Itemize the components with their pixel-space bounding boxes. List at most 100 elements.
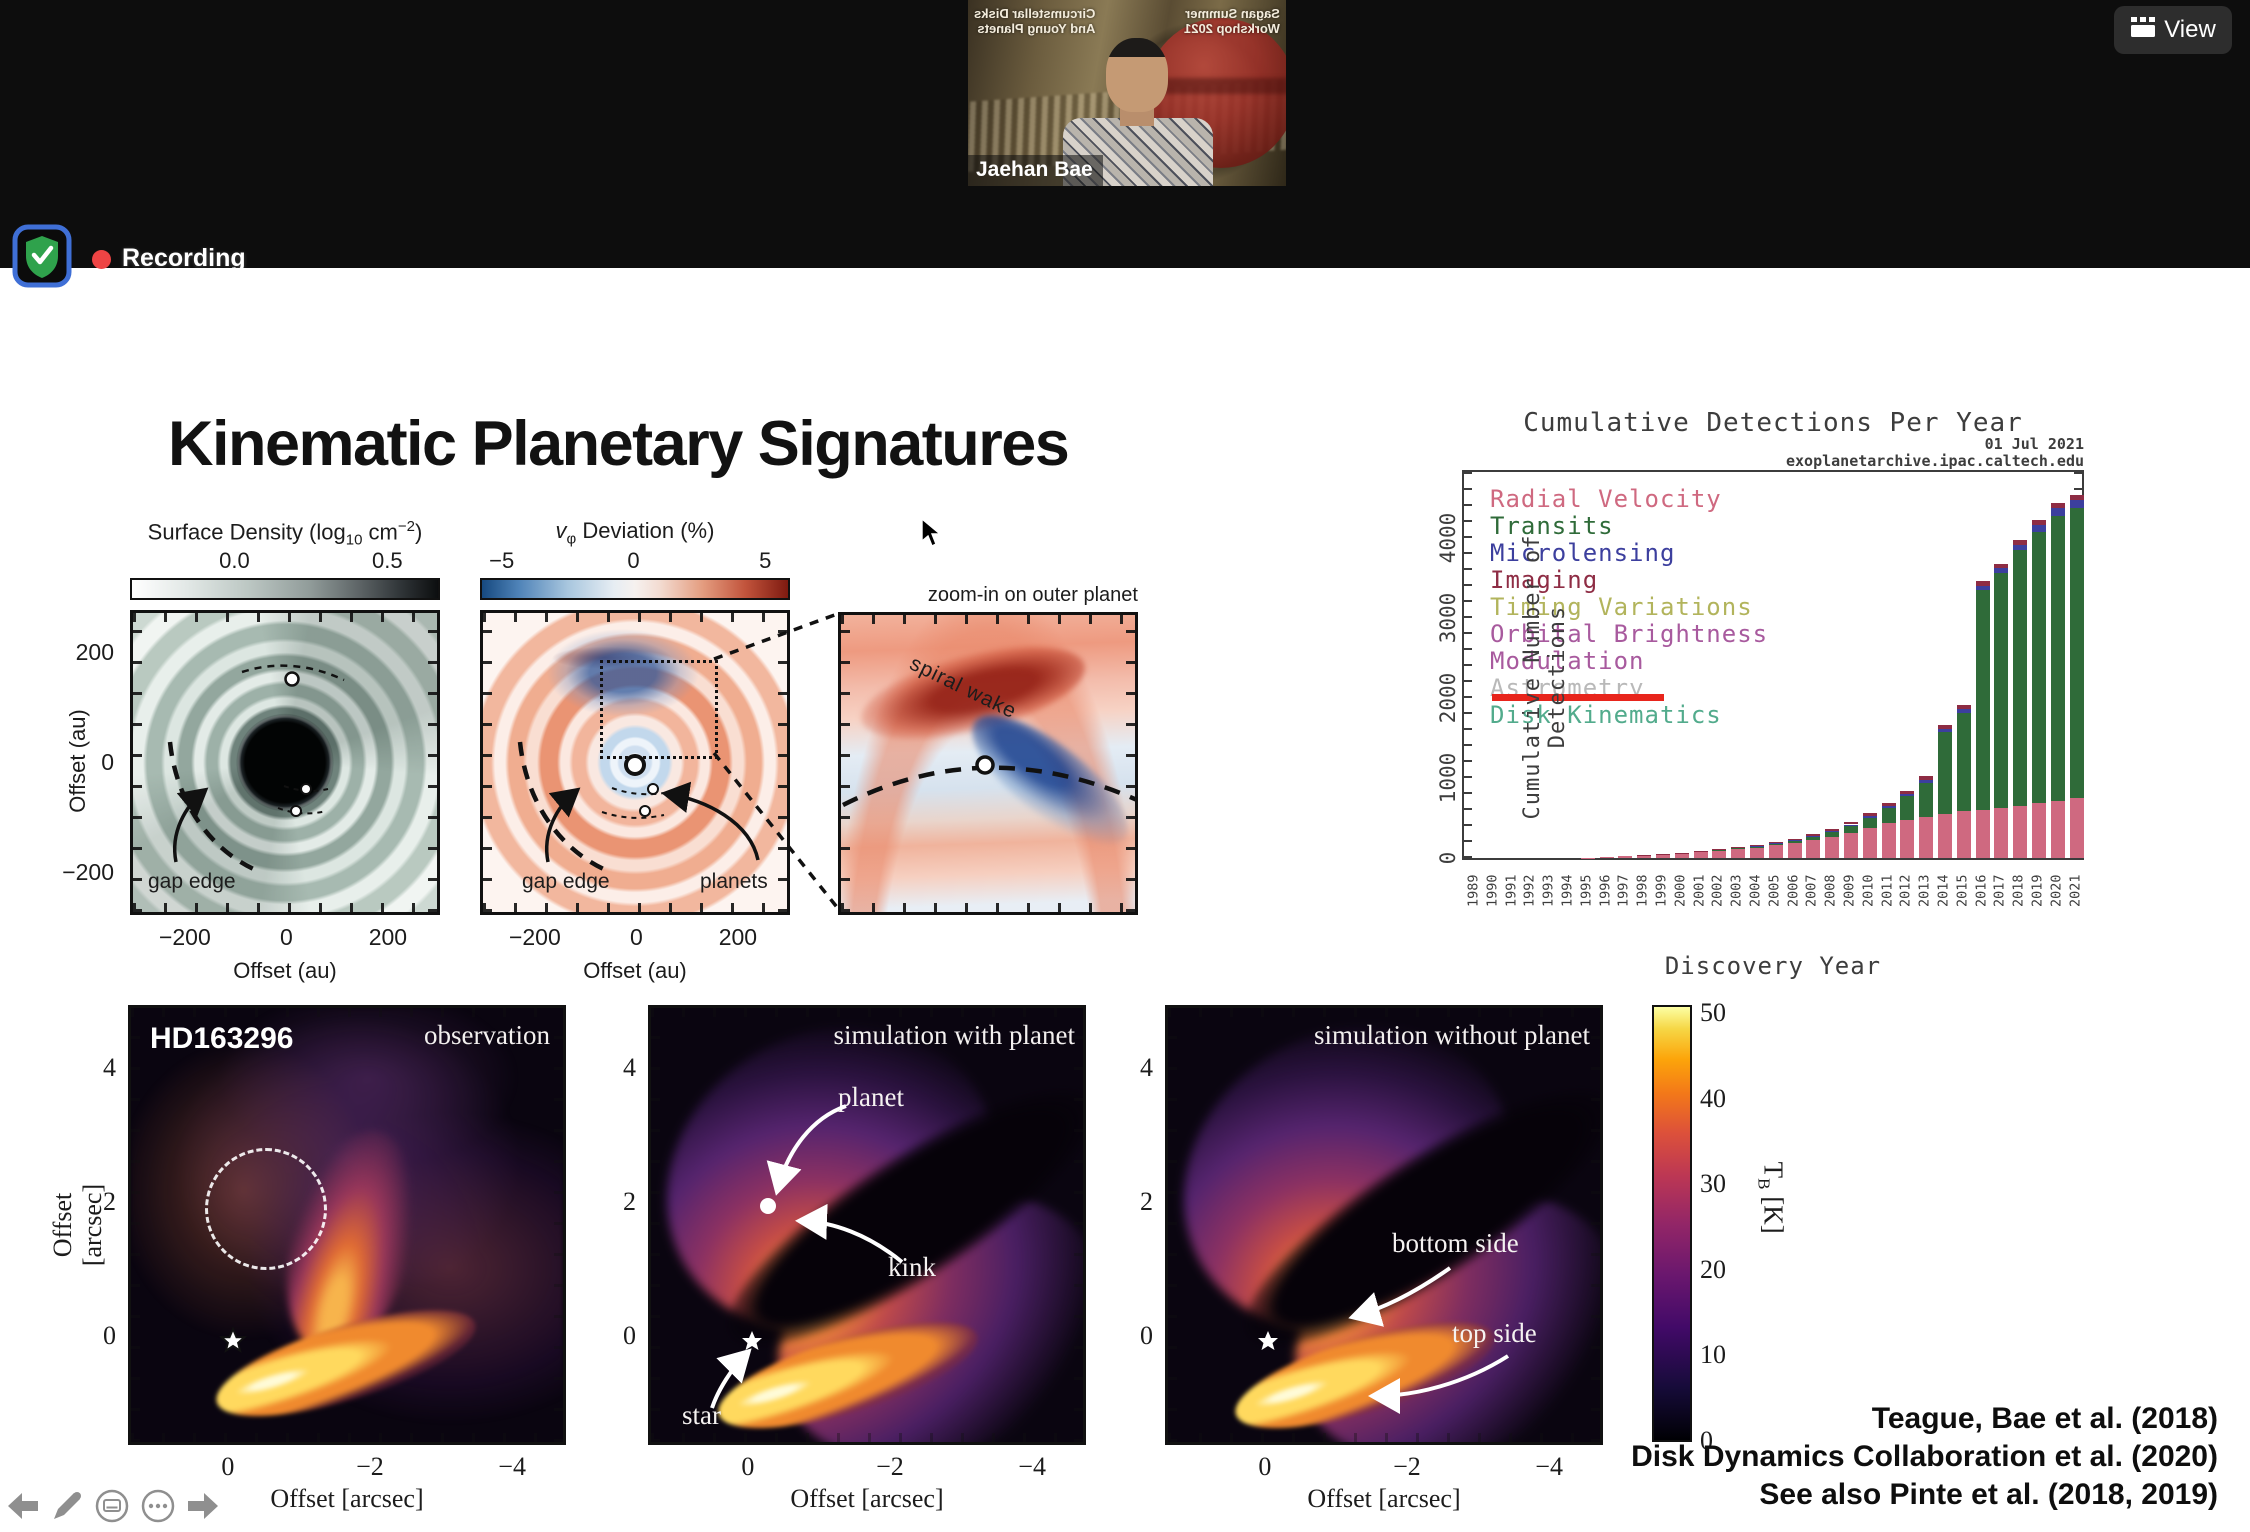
y-tick-label: 0: [101, 748, 114, 775]
chart-year-tick: 1994: [1559, 874, 1576, 908]
chart-segment: [1919, 817, 1934, 858]
x-tick-label: −4: [498, 1452, 526, 1481]
panel2-x-ticks: 0 −2 −4: [648, 1452, 1086, 1482]
surface-density-y-label: Offset (au): [65, 709, 90, 813]
background-caption-right: Sagan Summer Workshop 2021: [1184, 6, 1280, 36]
y-tick-label: 200: [75, 639, 114, 666]
chart-segment: [1844, 822, 1858, 825]
legend-entry: Radial Velocity: [1490, 485, 1722, 513]
chart-segment: [1618, 856, 1633, 858]
chart-year-tick: 1999: [1653, 874, 1670, 908]
chart-segment: [1750, 846, 1764, 848]
y-tick-label: 4: [103, 1052, 116, 1082]
chart-segment: [1975, 585, 1990, 591]
sim-without-planet-title: simulation without planet: [1314, 1020, 1590, 1050]
presentation-toolbar: [6, 1488, 220, 1529]
chart-legend: Radial Velocity Transits Microlensing Imagi…: [1490, 486, 1768, 729]
chart-year-tick: 2005: [1766, 874, 1783, 908]
chart-year-tick: 2015: [1954, 874, 1971, 908]
chart-bar-1989: [1468, 857, 1482, 858]
colorbar-tick-label: −5: [489, 548, 515, 573]
chart-segment: [1994, 563, 2009, 569]
chart-year-tick: 2007: [1803, 874, 1820, 908]
chart-segment: [1787, 840, 1802, 841]
slide-title: Kinematic Planetary Signatures: [168, 409, 1070, 479]
legend-entry: Imaging: [1490, 566, 1599, 594]
chart-y-tick: 3000: [1436, 592, 1460, 644]
legend-entry: Orbital Brightness: [1490, 620, 1769, 648]
chart-segment: [2032, 803, 2046, 858]
chart-y-label: Cumulative Number of Detections: [1520, 534, 1570, 820]
panel2-y-ticks: 4 2 0: [598, 1005, 642, 1445]
chart-segment: [1881, 808, 1896, 824]
chart-segment: [2032, 525, 2046, 532]
x-tick-label: 0: [279, 924, 293, 950]
planets-annotation: planets: [700, 870, 768, 893]
chart-source-note: exoplanetarchive.ipac.caltech.edu: [1785, 452, 2084, 470]
chart-bar-2016: [1975, 581, 1990, 858]
chart-year-tick: 2017: [1991, 874, 2008, 908]
chart-segment: [1731, 847, 1746, 849]
chart-year-tick: 1990: [1484, 874, 1501, 908]
chart-year-tick: 1995: [1578, 874, 1595, 908]
chart-bar-2018: [2013, 539, 2028, 858]
sim-with-planet-title: simulation with planet: [833, 1020, 1075, 1050]
temperature-colorbar: [1652, 1005, 1692, 1442]
chart-bar-1995: [1580, 857, 1595, 858]
chart-segment: [1994, 573, 2009, 808]
pencil-annotate-button[interactable]: [50, 1489, 84, 1528]
chart-bar-1996: [1599, 856, 1614, 858]
chart-segment: [1844, 825, 1858, 833]
surface-density-x-ticks: −200 0 200: [130, 924, 440, 952]
chart-bar-2010: [1862, 813, 1877, 858]
x-tick-label: −200: [508, 924, 561, 950]
chart-bar-1997: [1618, 856, 1633, 858]
chart-bar-1998: [1637, 855, 1652, 858]
chart-bar-2004: [1750, 845, 1764, 858]
more-options-button[interactable]: [140, 1488, 176, 1529]
chart-segment: [1975, 581, 1990, 586]
chart-segment: [1825, 828, 1840, 831]
chart-bar-2015: [1956, 704, 1971, 858]
planet-annotation: planet: [838, 1082, 904, 1112]
surface-density-colorbar: [130, 578, 440, 600]
chart-bar-2002: [1712, 849, 1727, 858]
chart-y-tick: 1000: [1436, 752, 1460, 804]
gap-edge-annotation-1: gap edge: [148, 870, 236, 893]
y-tick-label: 4: [1140, 1052, 1153, 1082]
security-shield-icon[interactable]: [12, 222, 72, 288]
previous-slide-button[interactable]: [6, 1491, 40, 1526]
chart-bar-2017: [1994, 563, 2009, 858]
y-tick-label: 0: [103, 1321, 116, 1351]
participant-name-tag: Jaehan Bae: [968, 155, 1103, 186]
chart-segment: [2013, 544, 2028, 551]
panel1-y-ticks: 4 2 0: [78, 1005, 122, 1445]
chart-segment: [1787, 838, 1802, 841]
chart-bar-2021: [2069, 494, 2084, 858]
chart-segment: [1768, 842, 1783, 844]
background-caption-left: Circumstellar Disks And Young Planets: [974, 6, 1096, 36]
colorbar-tick-label: 0: [1700, 1426, 1713, 1455]
chart-year-tick: 2012: [1897, 874, 1914, 908]
webcam-video[interactable]: Circumstellar Disks And Young Planets Sag…: [968, 0, 1286, 186]
chart-year-tick: 1997: [1615, 874, 1632, 908]
y-tick-label: 2: [103, 1187, 116, 1217]
x-tick-label: −200: [158, 924, 211, 950]
vphi-colorbar: [480, 578, 790, 600]
source-name-label: HD163296: [150, 1022, 294, 1055]
chart-bar-1990: [1487, 857, 1501, 858]
chart-segment: [1750, 845, 1764, 847]
chart-year-tick: 1996: [1597, 874, 1614, 908]
view-button[interactable]: View: [2114, 6, 2232, 54]
chart-segment: [1956, 712, 1971, 812]
grid-view-icon: [2130, 16, 2156, 45]
chart-year-tick: 2019: [2029, 874, 2046, 908]
citations: Teague, Bae et al. (2018) Disk Dynamics …: [1631, 1400, 2218, 1514]
x-tick-label: 0: [221, 1452, 235, 1481]
presenter-display-button[interactable]: [94, 1488, 130, 1529]
chart-segment: [1731, 849, 1746, 858]
chart-year-tick: 2018: [2010, 874, 2027, 908]
chart-segment: [2069, 499, 2084, 508]
surface-density-y-ticks: 200 0 −200: [40, 610, 120, 915]
next-slide-button[interactable]: [186, 1491, 220, 1526]
